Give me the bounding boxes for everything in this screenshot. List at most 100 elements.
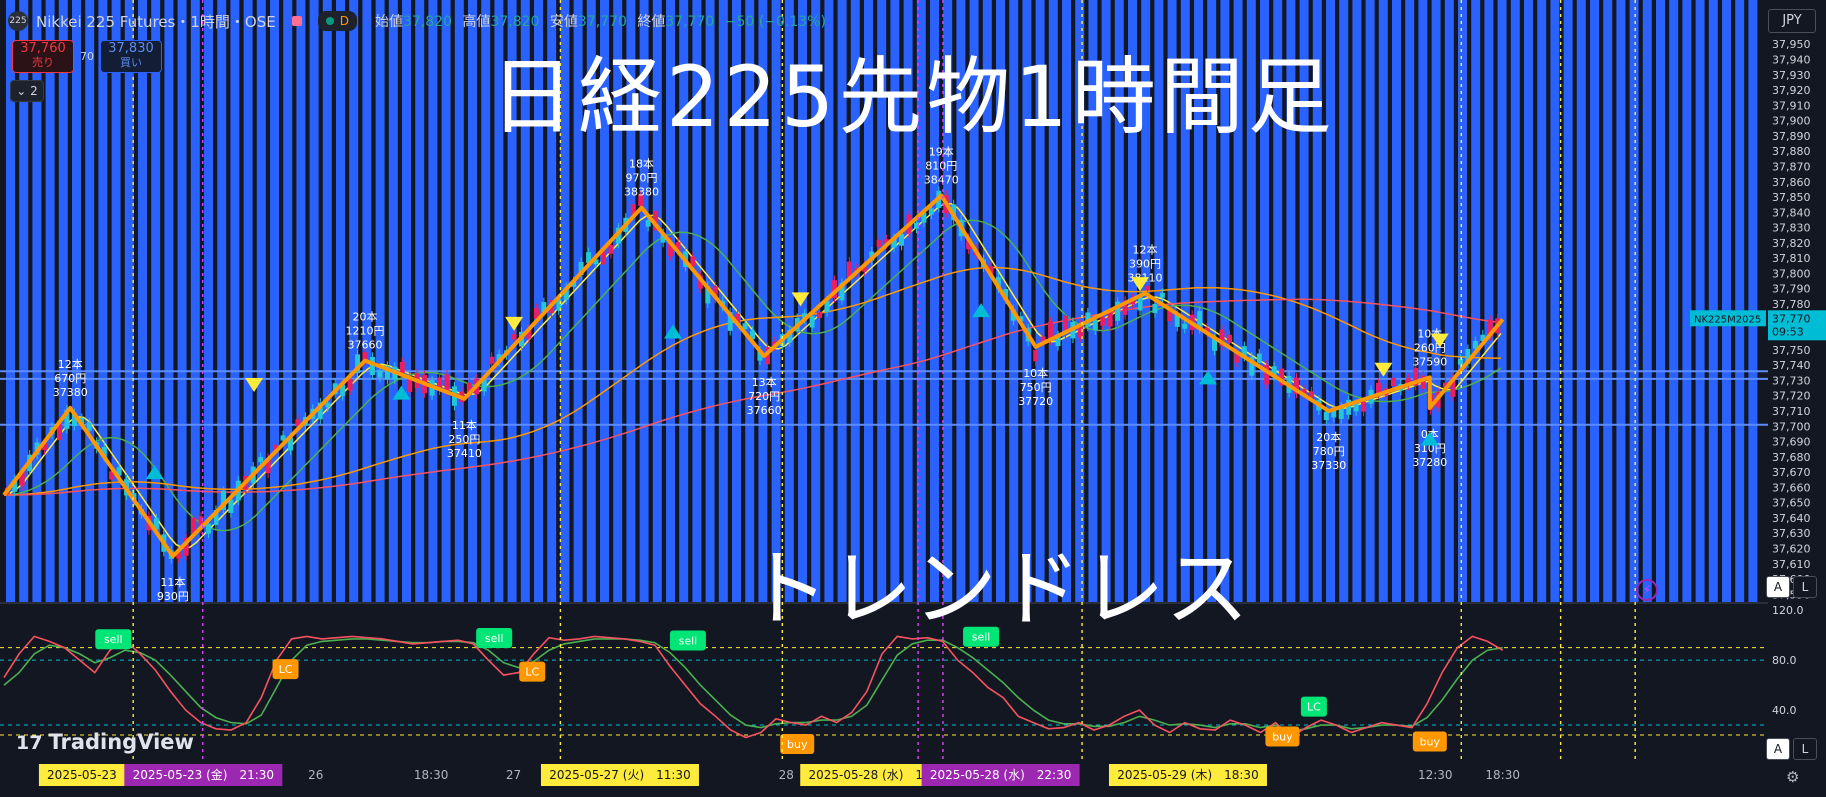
candle-body	[541, 302, 547, 312]
session-stripe	[138, 0, 147, 602]
signal-badge-bg	[95, 629, 132, 650]
symbol-tag: NK225M2025	[1694, 314, 1761, 325]
session-stripe	[428, 0, 438, 602]
session-stripe	[1075, 0, 1085, 602]
candle-body	[1413, 367, 1419, 386]
signal-badge-text: buy	[1272, 731, 1293, 744]
session-stripe	[19, 0, 29, 602]
candle-body	[56, 420, 62, 441]
candle-body	[645, 220, 651, 227]
candle-body	[757, 350, 763, 361]
alert-bolt-icon[interactable]: ⚡	[1636, 579, 1658, 601]
session-stripe	[415, 0, 425, 602]
session-stripe	[1656, 0, 1665, 602]
log-scale-button-osc[interactable]: L	[1793, 738, 1817, 760]
zigzag-label-line: 670円	[54, 372, 86, 385]
price-axis-tick: 37,710	[1772, 405, 1811, 418]
candle-body	[481, 379, 487, 392]
time-axis-label: 2025-05-23 (金) 21:30	[133, 767, 275, 782]
sell-button[interactable]: 37,760 売り	[12, 40, 74, 73]
candle-body	[1487, 319, 1493, 337]
session-stripe	[573, 0, 583, 602]
buy-triangle-icon	[145, 465, 164, 480]
signal-badge-text: buy	[787, 738, 808, 751]
candle-body	[839, 282, 845, 301]
oscillator-axis-tick: 120.0	[1772, 604, 1804, 617]
zigzag-label-line: 12本	[58, 357, 83, 371]
candle-body	[19, 472, 25, 486]
high-value: 37,820	[490, 14, 540, 30]
signal-badge-text: LC	[279, 663, 293, 676]
overlay-subtitle: トレンドレス	[745, 540, 1250, 638]
last-price-value: 37,770	[1772, 312, 1811, 325]
signal-badge-bg	[780, 734, 815, 755]
session-stripe	[296, 0, 306, 602]
session-stripe	[652, 0, 662, 602]
price-axis-tick: 37,690	[1772, 436, 1811, 449]
session-stripe	[243, 0, 253, 602]
zigzag-label-line: 37280	[1412, 456, 1447, 469]
slow-ma-line	[4, 266, 1501, 496]
candle-body	[86, 422, 92, 431]
candle-body	[1234, 353, 1240, 363]
session-stripe	[230, 0, 240, 602]
candle-body	[995, 277, 1001, 289]
session-stripe	[85, 0, 95, 602]
oscillator-signal: sell	[963, 626, 1000, 647]
price-axis-tick: 37,900	[1772, 115, 1811, 128]
candle-body	[1100, 317, 1106, 326]
candle-body	[928, 208, 934, 215]
session-stripe	[1352, 0, 1362, 602]
session-stripe	[322, 0, 332, 602]
currency-button[interactable]: JPY	[1768, 9, 1816, 33]
session-stripe	[1035, 0, 1045, 602]
session-stripe	[1444, 0, 1454, 602]
log-scale-button-price[interactable]: L	[1793, 576, 1817, 598]
signal-badge-bg	[963, 626, 1000, 647]
buy-triangle-icon	[392, 385, 411, 400]
buy-triangle-icon	[972, 303, 991, 318]
candle-body	[1018, 316, 1024, 322]
high-label: 高値	[462, 14, 491, 30]
time-axis-label: 2025-05-28 (水) 10:30	[808, 768, 950, 782]
price-axis-tick: 37,940	[1772, 54, 1811, 67]
candle-body	[377, 370, 383, 378]
candle-body	[1159, 292, 1165, 298]
indicator-collapse-button[interactable]: ⌄ 2	[10, 80, 44, 102]
time-axis-label: 26	[308, 768, 323, 782]
auto-scale-button-osc[interactable]: A	[1766, 738, 1790, 760]
session-stripe	[1695, 0, 1705, 602]
candle-body	[1472, 340, 1478, 349]
gear-icon[interactable]: ⚙	[1786, 768, 1800, 786]
session-stripe	[1748, 0, 1758, 602]
candle-body	[1450, 377, 1456, 397]
candle-body	[526, 329, 532, 339]
price-axis-tick: 37,870	[1772, 160, 1811, 173]
oscillator-signal: buy	[1265, 726, 1300, 747]
candle-body	[846, 261, 852, 278]
signal-badge-bg	[1412, 731, 1447, 752]
session-stripe	[45, 0, 55, 602]
candle-body	[1197, 311, 1203, 330]
candle-body	[191, 517, 197, 536]
session-stripe	[1642, 0, 1652, 602]
session-stripe	[1471, 0, 1481, 602]
time-axis-label-bg	[124, 764, 283, 786]
candle-body	[1308, 391, 1314, 398]
buy-button[interactable]: 37,830 買い	[100, 40, 162, 73]
candle-body	[817, 311, 823, 318]
auto-scale-button-price[interactable]: A	[1766, 576, 1790, 598]
session-stripe	[1299, 0, 1309, 602]
session-stripe	[903, 0, 913, 602]
data-mode-label: D	[339, 14, 349, 28]
candle-body	[675, 242, 681, 251]
price-axis-tick: 37,910	[1772, 99, 1811, 112]
session-stripe	[124, 0, 134, 602]
symbol-title[interactable]: Nikkei 225 Futures・1時間・OSE	[36, 12, 276, 31]
session-stripe	[362, 0, 372, 602]
signal-badge-text: LC	[1307, 701, 1321, 714]
